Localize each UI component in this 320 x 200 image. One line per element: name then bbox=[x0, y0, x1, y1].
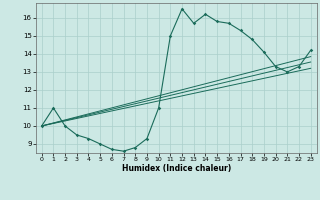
X-axis label: Humidex (Indice chaleur): Humidex (Indice chaleur) bbox=[122, 164, 231, 173]
